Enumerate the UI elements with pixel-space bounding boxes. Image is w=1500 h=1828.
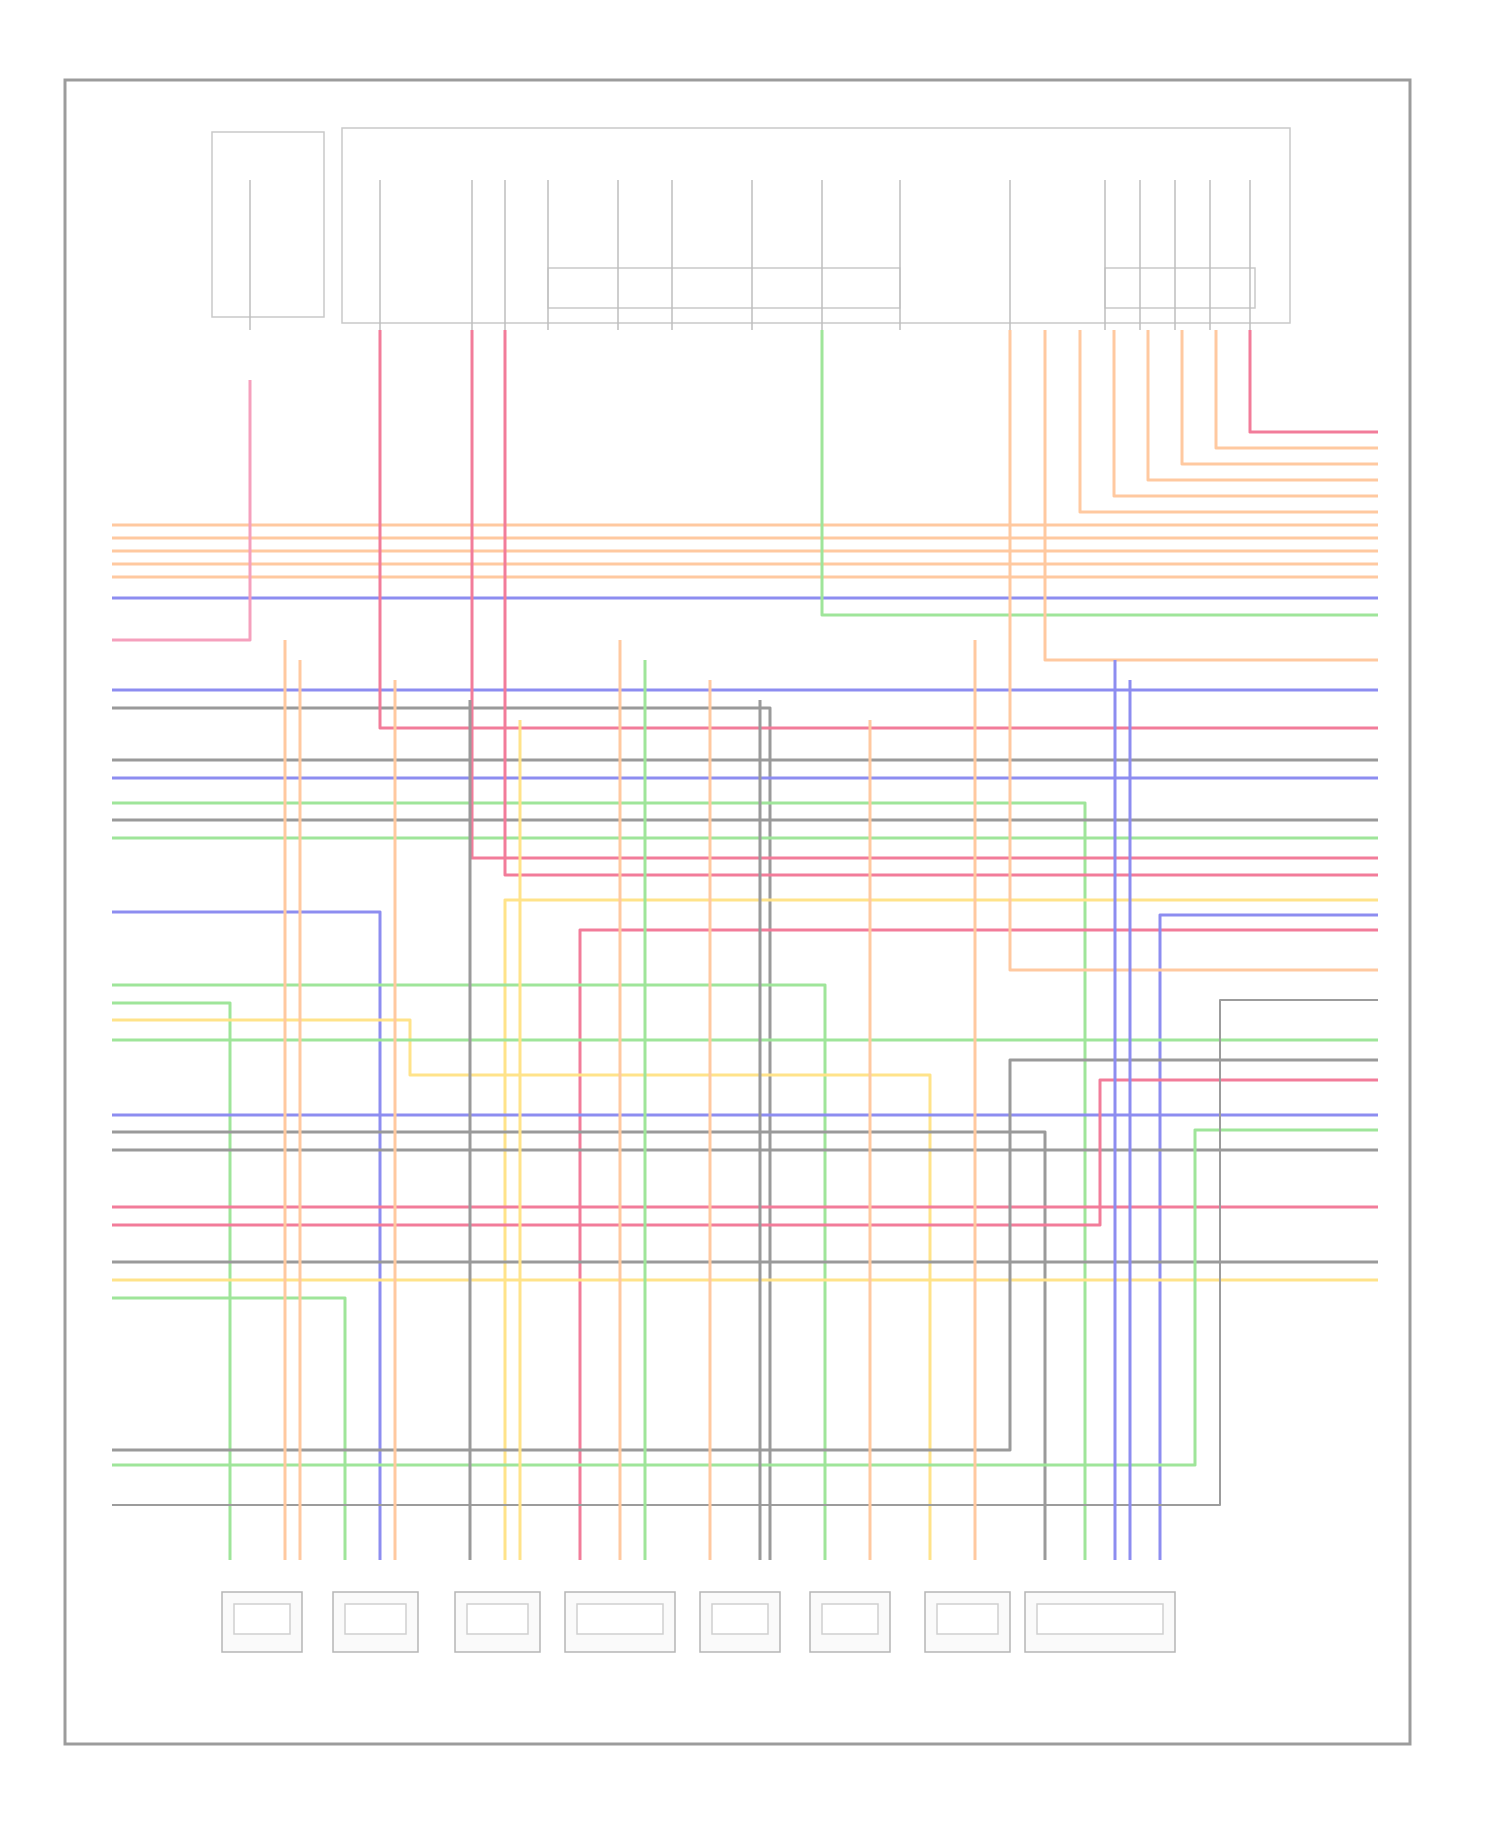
wire-orange-right — [1043, 330, 1378, 662]
wire-mid-green-1 — [112, 801, 1087, 1560]
wire-pink-feed — [112, 380, 252, 642]
wire-fan-red — [1248, 330, 1378, 434]
wire-fan-orange-1 — [1214, 330, 1378, 450]
wire-low-gray-1 — [112, 1130, 1047, 1560]
component-inner-1 — [344, 1603, 407, 1635]
wire-low-green-2 — [112, 1001, 232, 1560]
wire-low-green-5 — [112, 1128, 1378, 1467]
wire-low-orange-1 — [1008, 330, 1378, 972]
wire-fan-orange-3 — [1146, 330, 1378, 482]
wire-mid-blue-3 — [112, 910, 382, 1560]
component-inner-7 — [1036, 1603, 1164, 1635]
wires — [112, 180, 1378, 1560]
fuse-box-left — [211, 131, 325, 318]
wire-mid-red-3 — [503, 330, 1378, 877]
wire-mid-blue-4 — [1158, 913, 1378, 1560]
wire-low-red-2 — [112, 1078, 1378, 1227]
engine-control-module — [341, 127, 1291, 324]
component-inner-0 — [233, 1603, 291, 1635]
wire-low-gray-4 — [112, 1058, 1378, 1452]
wire-fan-orange-2 — [1180, 330, 1378, 466]
wire-fan-orange-4 — [1112, 330, 1378, 498]
wire-fan-orange-5 — [1078, 330, 1378, 514]
wire-green-right — [820, 330, 1378, 617]
wire-mid-yellow-1 — [503, 898, 1378, 1560]
component-inner-2 — [466, 1603, 529, 1635]
component-inner-4 — [711, 1603, 769, 1635]
bottom-components — [221, 1591, 1176, 1653]
wire-low-green-1 — [112, 983, 827, 1560]
wire-mid-red-1 — [378, 330, 1378, 730]
component-inner-3 — [576, 1603, 664, 1635]
wire-mid-red-4 — [578, 928, 1378, 1560]
wire-low-yellow-1 — [112, 1018, 932, 1560]
wire-mid-red-2 — [470, 330, 1378, 860]
component-inner-5 — [821, 1603, 879, 1635]
wire-mid-gray-1 — [112, 706, 772, 1560]
wire-low-green-4 — [112, 1296, 347, 1560]
wire-low-frame — [112, 999, 1378, 1506]
component-inner-6 — [936, 1603, 999, 1635]
